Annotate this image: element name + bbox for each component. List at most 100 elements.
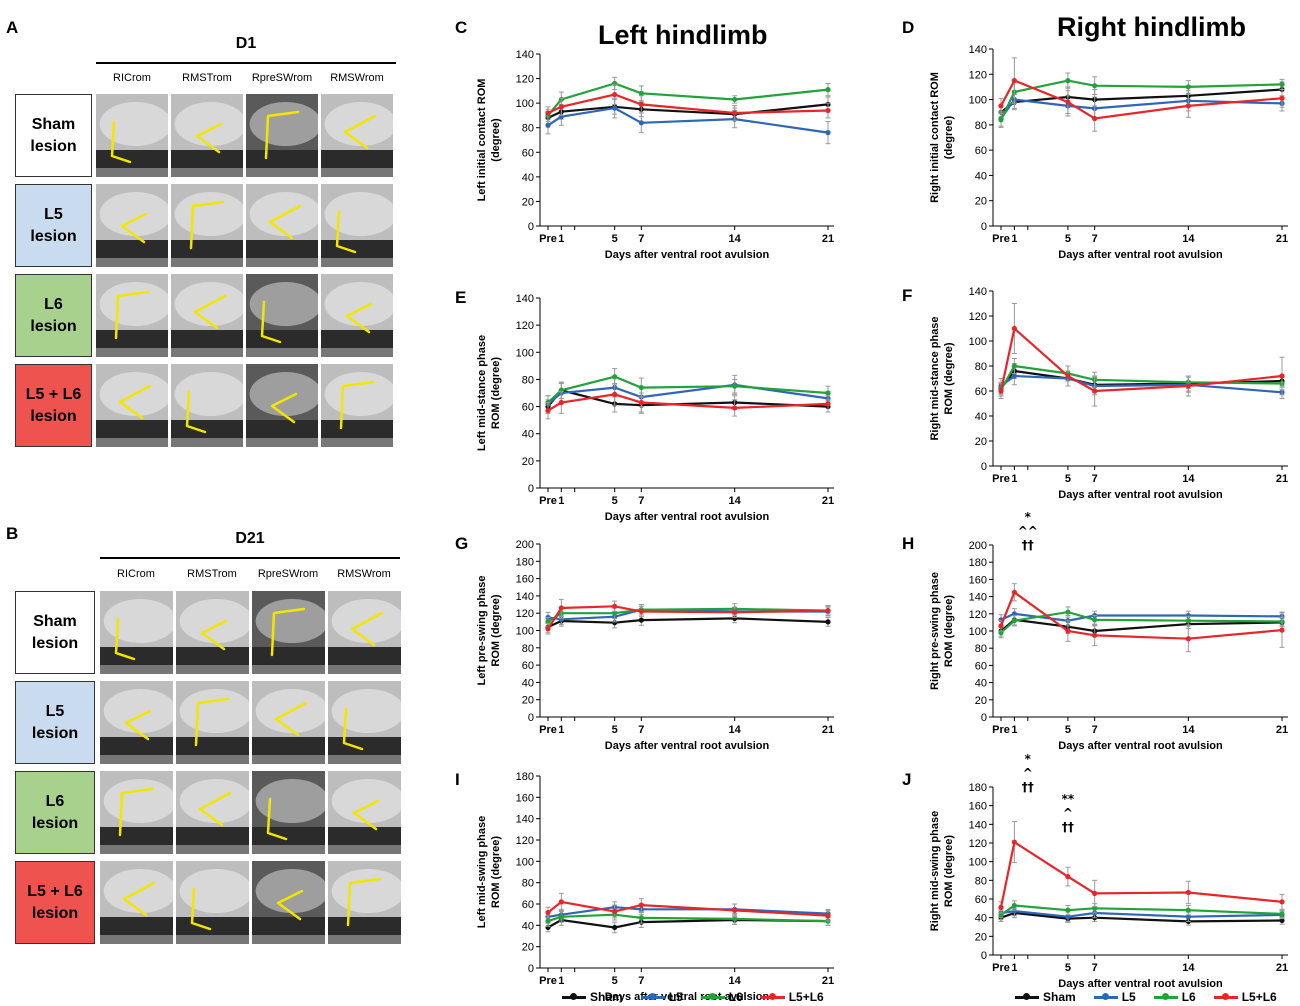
panel-label-e: E [455,288,466,307]
x-tick-label: 7 [1092,724,1098,736]
y-tick-label: 20 [522,695,534,707]
y-tick-label: 80 [522,374,534,386]
x-tick-label: 1 [558,495,564,507]
x-tick-label: 14 [1182,473,1195,485]
x-tick-label: Pre [992,233,1010,245]
x-tick-label: 21 [822,495,834,507]
grid-a-col-header: RMSWrom [330,72,384,84]
data-point [545,408,551,414]
data-point [558,899,564,905]
legend-label: L6 [728,990,743,1004]
series-line-l5-l6 [999,590,1283,640]
grid-a-row-label-l5l6: L5 + L6 lesion [15,364,92,447]
x-axis-label: Days after ventral root avulsion [605,249,770,261]
x-tick-label: Pre [539,495,557,507]
left-hindlimb-heading: Left hindlimb [598,20,768,50]
x-tick-label: 21 [822,975,834,987]
x-tick-label: 1 [558,975,564,987]
data-point [612,908,618,915]
y-axis-label: Left mid-stance phase ROM (degree) [476,335,502,451]
data-point [1092,83,1098,89]
data-point [638,915,644,921]
legend-label: L5+L6 [1241,990,1277,1004]
data-point [1092,905,1098,911]
grid-b-col-header: RICrom [117,568,155,580]
y-tick-label: 20 [522,456,534,468]
series-line-l5-l6 [1000,79,1283,120]
data-point [1279,917,1285,924]
data-point [1185,84,1191,90]
grid-a-row-label-l6: L6 lesion [15,274,92,357]
chart-d: D 0 20 40 60 80 100 120 140 Pre 1 5 7 14 21 Days after … [902,18,1288,261]
y-tick-label: 120 [969,311,987,323]
y-axis-label: Right mid-stance phase ROM (degree) [929,316,955,440]
y-tick-label: 60 [522,147,534,159]
y-tick-label: 80 [975,643,987,655]
legend-swatch [1015,993,1039,1000]
significance-mark: ** [1062,792,1075,806]
data-point [1185,618,1191,624]
x-tick-label: 1 [1011,233,1017,245]
y-tick-label: 20 [522,196,534,208]
data-point [732,609,738,615]
y-tick-label: 0 [981,221,987,233]
data-point [638,399,644,406]
data-point [1065,628,1071,634]
data-point [1011,325,1017,332]
x-tick-label: 7 [1092,962,1098,974]
x-tick-label: 21 [822,724,834,736]
data-point [1065,907,1071,913]
data-point [1092,632,1098,638]
y-tick-label: 60 [975,145,987,157]
legend-label: L6 [1181,990,1196,1004]
data-point [1011,363,1017,369]
series-line-l6 [1000,364,1283,391]
y-tick-label: 160 [969,574,987,586]
x-tick-label: 14 [729,495,742,507]
data-point [545,918,551,924]
y-axis-label: Left initial contact ROM (degree) [476,79,502,202]
series-line-l6 [547,375,829,404]
data-point [825,401,831,407]
series-line-l5-l6 [999,840,1283,908]
y-tick-label: 100 [969,336,987,348]
significance-mark: †† [1022,538,1034,552]
chart-i: I 0 20 40 60 80 100 120 140 160 180 Pre 1 5 7 14 21 Days … [455,770,834,1003]
data-point [825,130,831,136]
series-line-l6 [547,607,829,623]
data-point [612,91,618,98]
data-point [825,913,831,919]
y-axis-label: Left mid-swing phase ROM (degree) [476,816,502,928]
gait-photo [328,591,401,674]
x-tick-label: 7 [638,233,644,245]
x-axis-label: Days after ventral root avulsion [605,991,770,1003]
data-point [732,405,738,411]
data-point [732,907,738,914]
chart-h: H 0 20 40 60 80 100 120 140 160 180 200 Pre 1 5 7 14 21 Da… [902,510,1288,752]
y-tick-label: 20 [975,931,987,943]
y-tick-label: 120 [516,74,534,86]
data-point [998,103,1004,109]
chart-e: E 0 20 40 60 80 100 120 140 Pre 1 5 7 14 21 Days after … [455,288,834,523]
gait-photo [246,274,318,357]
x-tick-label: 1 [558,233,564,245]
data-point [1065,874,1071,880]
x-tick-label: 14 [1182,724,1195,736]
legend-label: L5 [1121,990,1136,1004]
legend-label: L5+L6 [788,990,824,1004]
x-tick-label: 1 [1011,473,1017,485]
data-point [998,388,1004,394]
legend-label: Sham [1043,990,1076,1004]
gait-photo [96,94,168,177]
y-tick-label: 0 [981,712,987,724]
data-point [612,391,618,397]
gait-photo [171,364,243,447]
data-point [1011,839,1017,845]
legend-swatch [1093,993,1118,1000]
legend-label: Sham [590,990,623,1004]
significance-mark: * [1025,752,1032,766]
legend-swatch [640,993,665,1000]
y-tick-label: 100 [969,857,987,869]
grid-b-col-header: RMSWrom [337,568,391,580]
